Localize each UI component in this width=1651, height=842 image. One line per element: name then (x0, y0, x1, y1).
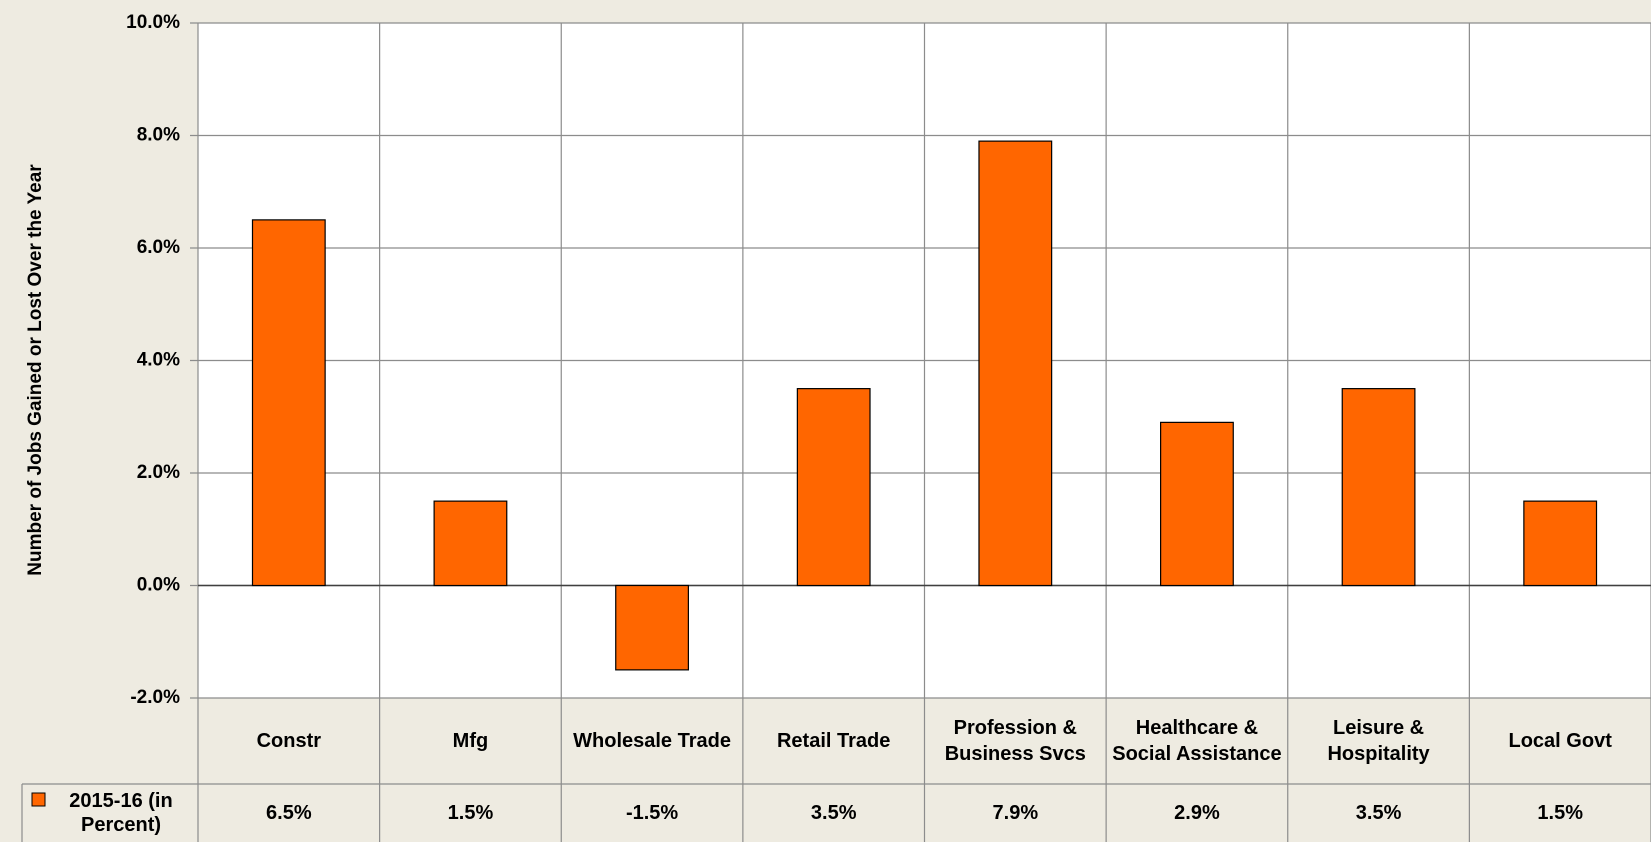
bar (433, 500, 508, 587)
y-axis-title: Number of Jobs Gained or Lost Over the Y… (25, 164, 46, 576)
legend-entry: 2015-16 (in Percent) (69, 790, 173, 836)
bar (796, 388, 871, 587)
bar (615, 584, 689, 671)
x-tick-label: Local Govt (1508, 730, 1612, 752)
data-table-value: 1.5% (447, 802, 494, 824)
bar (251, 219, 326, 587)
y-tick-label: 8.0% (137, 125, 180, 146)
x-tick-label: Mfg (452, 730, 489, 752)
y-tick-label: 0.0% (137, 575, 180, 596)
y-tick-label: 4.0% (137, 350, 180, 371)
data-table-value: 6.5% (266, 802, 312, 824)
bar (1523, 500, 1598, 587)
x-tick-label: Retail Trade (776, 730, 891, 752)
y-tick-label: 10.0% (126, 12, 180, 33)
y-tick-label: -2.0% (130, 687, 180, 708)
x-tick-label: Wholesale Trade (573, 730, 731, 752)
x-tick-label: Healthcare & Social Assistance (1112, 717, 1282, 765)
data-table-value: 3.5% (1355, 802, 1402, 824)
data-table-value: 1.5% (1537, 802, 1583, 824)
y-tick-label: 6.0% (137, 237, 180, 258)
x-tick-label: Leisure & Hospitality (1327, 717, 1430, 765)
data-table-value: -1.5% (625, 802, 679, 824)
data-table-value: 7.9% (992, 802, 1039, 824)
bar (978, 140, 1053, 587)
x-tick-label: Constr (256, 730, 322, 752)
legend-swatch (31, 792, 46, 807)
bar (1160, 421, 1234, 587)
bar (1341, 388, 1416, 587)
y-tick-label: 2.0% (137, 462, 180, 483)
data-table-value: 3.5% (810, 802, 857, 824)
x-tick-label: Profession & Business Svcs (944, 717, 1086, 765)
data-table-value: 2.9% (1174, 802, 1220, 824)
